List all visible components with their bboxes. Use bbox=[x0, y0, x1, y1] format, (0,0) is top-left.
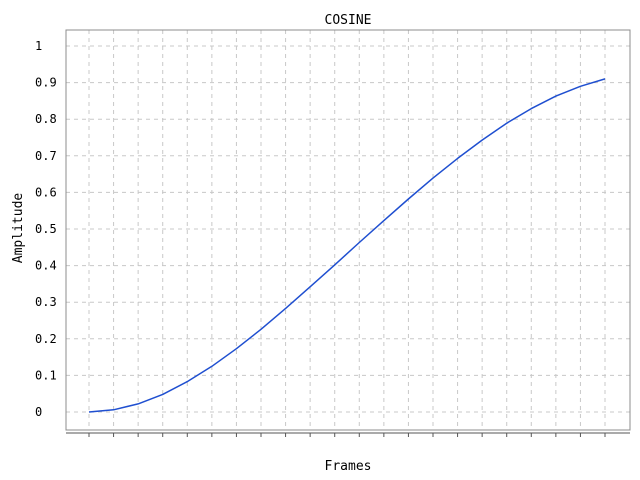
chart-title: COSINE bbox=[325, 13, 372, 28]
y-axis-label: Amplitude bbox=[11, 193, 26, 264]
y-tick-label: 1 bbox=[35, 39, 42, 53]
y-tick-label: 0.6 bbox=[35, 185, 57, 199]
grid bbox=[66, 30, 630, 430]
y-axis-tick-labels: 0 0.1 0.2 0.3 0.4 0.5 0.6 0.7 0.8 0.9 1 bbox=[35, 39, 57, 419]
y-tick-label: 0.3 bbox=[35, 295, 57, 309]
y-tick-label: 0.1 bbox=[35, 368, 57, 382]
y-tick-label: 0.2 bbox=[35, 332, 57, 346]
y-tick-label: 0.7 bbox=[35, 149, 57, 163]
y-tick-label: 0.5 bbox=[35, 222, 57, 236]
y-tick-label: 0 bbox=[35, 405, 42, 419]
x-axis-ticks bbox=[88, 433, 606, 437]
x-axis-label: Frames bbox=[325, 459, 372, 474]
y-tick-label: 0.9 bbox=[35, 76, 57, 90]
series-layer bbox=[88, 78, 606, 413]
y-tick-label: 0.8 bbox=[35, 112, 57, 126]
y-tick-label: 0.4 bbox=[35, 259, 57, 273]
plot-frame bbox=[65, 29, 631, 431]
series-line bbox=[88, 78, 606, 413]
